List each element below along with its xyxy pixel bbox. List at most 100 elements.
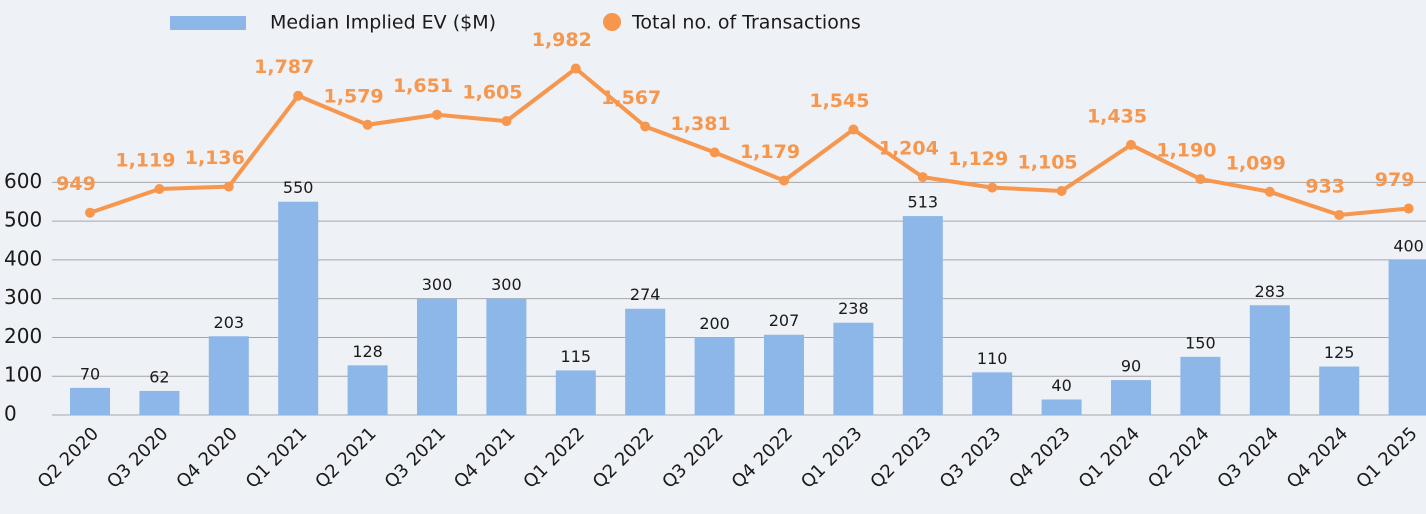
x-tick-label: Q4 2021 xyxy=(450,423,519,492)
bar xyxy=(278,201,319,415)
y-tick-label: 200 xyxy=(4,324,42,348)
line-point xyxy=(1126,139,1136,150)
bar-value-label: 115 xyxy=(561,347,592,366)
line-point xyxy=(779,175,789,186)
bar-value-label: 283 xyxy=(1255,282,1286,301)
x-tick-label: Q3 2023 xyxy=(936,423,1005,492)
x-tick-label: Q3 2024 xyxy=(1213,423,1282,492)
bar-value-label: 550 xyxy=(283,178,314,197)
legend-swatch xyxy=(170,16,246,30)
legend-label: Total no. of Transactions xyxy=(631,12,861,34)
line-value-label: 933 xyxy=(1305,175,1345,197)
bar xyxy=(625,308,666,415)
y-tick-label: 500 xyxy=(4,208,42,232)
x-tick-label: Q2 2023 xyxy=(866,423,935,492)
line-point xyxy=(1403,203,1414,214)
bar-value-label: 128 xyxy=(352,342,383,361)
bar xyxy=(764,334,804,415)
line-value-label: 1,190 xyxy=(1156,140,1216,162)
line-point xyxy=(154,183,165,194)
line-point xyxy=(1264,186,1275,197)
bar xyxy=(1041,399,1082,415)
x-tick-label: Q1 2024 xyxy=(1075,423,1144,492)
bar xyxy=(972,372,1013,415)
x-tick-label: Q4 2023 xyxy=(1005,423,1074,492)
line-value-label: 1,381 xyxy=(671,113,731,135)
x-tick-label: Q2 2021 xyxy=(311,423,380,492)
line-point xyxy=(223,181,234,192)
bar-value-label: 62 xyxy=(149,367,169,386)
bar-value-label: 125 xyxy=(1324,343,1355,362)
bar-value-label: 238 xyxy=(838,299,869,318)
bar-value-label: 203 xyxy=(214,313,245,332)
bar-value-label: 200 xyxy=(699,314,730,333)
line-point xyxy=(362,119,373,130)
line xyxy=(89,66,1409,217)
line-value-label: 1,119 xyxy=(115,149,175,171)
bar-value-label: 400 xyxy=(1393,236,1424,255)
line-value-label: 1,129 xyxy=(948,148,1008,170)
x-tick-label: Q2 2020 xyxy=(34,423,103,492)
line-point xyxy=(640,121,651,132)
line-point xyxy=(917,172,928,183)
bar-value-label: 40 xyxy=(1051,376,1071,395)
line-point xyxy=(432,109,442,120)
line-point xyxy=(987,182,998,193)
line-value-label: 1,651 xyxy=(393,75,453,97)
y-tick-label: 0 xyxy=(4,402,17,426)
bar xyxy=(139,390,180,415)
line-point xyxy=(709,147,720,158)
bar-value-label: 110 xyxy=(977,349,1008,368)
line-value-label: 979 xyxy=(1375,169,1415,191)
bar-value-label: 150 xyxy=(1185,333,1216,352)
bar-value-label: 300 xyxy=(422,275,453,294)
bar xyxy=(1180,356,1221,415)
line-value-label: 949 xyxy=(56,173,96,195)
bar xyxy=(833,322,874,415)
line-point xyxy=(501,116,512,127)
bar-value-label: 513 xyxy=(908,193,939,212)
bar xyxy=(555,370,596,415)
line-value-label: 1,179 xyxy=(740,141,800,163)
line-value-label: 1,105 xyxy=(1018,151,1078,173)
line-value-label: 1,099 xyxy=(1226,152,1286,174)
line-point xyxy=(293,90,304,101)
bar xyxy=(70,387,110,415)
bar-value-label: 274 xyxy=(630,285,661,304)
x-tick-label: Q3 2022 xyxy=(658,423,727,492)
x-tick-label: Q1 2021 xyxy=(242,423,311,492)
x-tick-label: Q4 2024 xyxy=(1283,423,1352,492)
line-value-label: 1,136 xyxy=(185,147,245,169)
bar xyxy=(417,298,457,415)
bar xyxy=(1249,305,1290,415)
y-tick-label: 100 xyxy=(4,363,42,387)
bar xyxy=(1111,380,1151,415)
y-tick-label: 300 xyxy=(4,285,42,309)
x-tick-label: Q2 2024 xyxy=(1144,423,1213,492)
x-tick-label: Q3 2021 xyxy=(381,423,450,492)
line-point xyxy=(1195,174,1206,185)
line-value-label: 1,579 xyxy=(324,85,384,107)
legend-swatch xyxy=(603,13,621,31)
x-tick-label: Q4 2020 xyxy=(172,423,241,492)
bar xyxy=(208,336,249,415)
legend-label: Median Implied EV ($M) xyxy=(270,12,496,34)
bar xyxy=(902,216,943,415)
bar xyxy=(694,337,735,415)
bar xyxy=(486,298,527,415)
x-tick-label: Q4 2022 xyxy=(728,423,797,492)
line-point xyxy=(570,63,581,74)
line-value-label: 1,545 xyxy=(809,90,869,112)
line-value-label: 1,787 xyxy=(254,56,314,78)
line-point xyxy=(85,207,95,218)
line-value-label: 1,982 xyxy=(532,29,592,51)
line-value-label: 1,567 xyxy=(601,87,661,109)
line-point xyxy=(1334,209,1345,220)
bar-value-label: 207 xyxy=(769,311,800,330)
y-tick-label: 600 xyxy=(4,169,42,193)
bar-value-label: 300 xyxy=(491,275,522,294)
x-tick-label: Q2 2022 xyxy=(589,423,658,492)
line-point xyxy=(1056,185,1067,196)
bar xyxy=(347,365,388,415)
